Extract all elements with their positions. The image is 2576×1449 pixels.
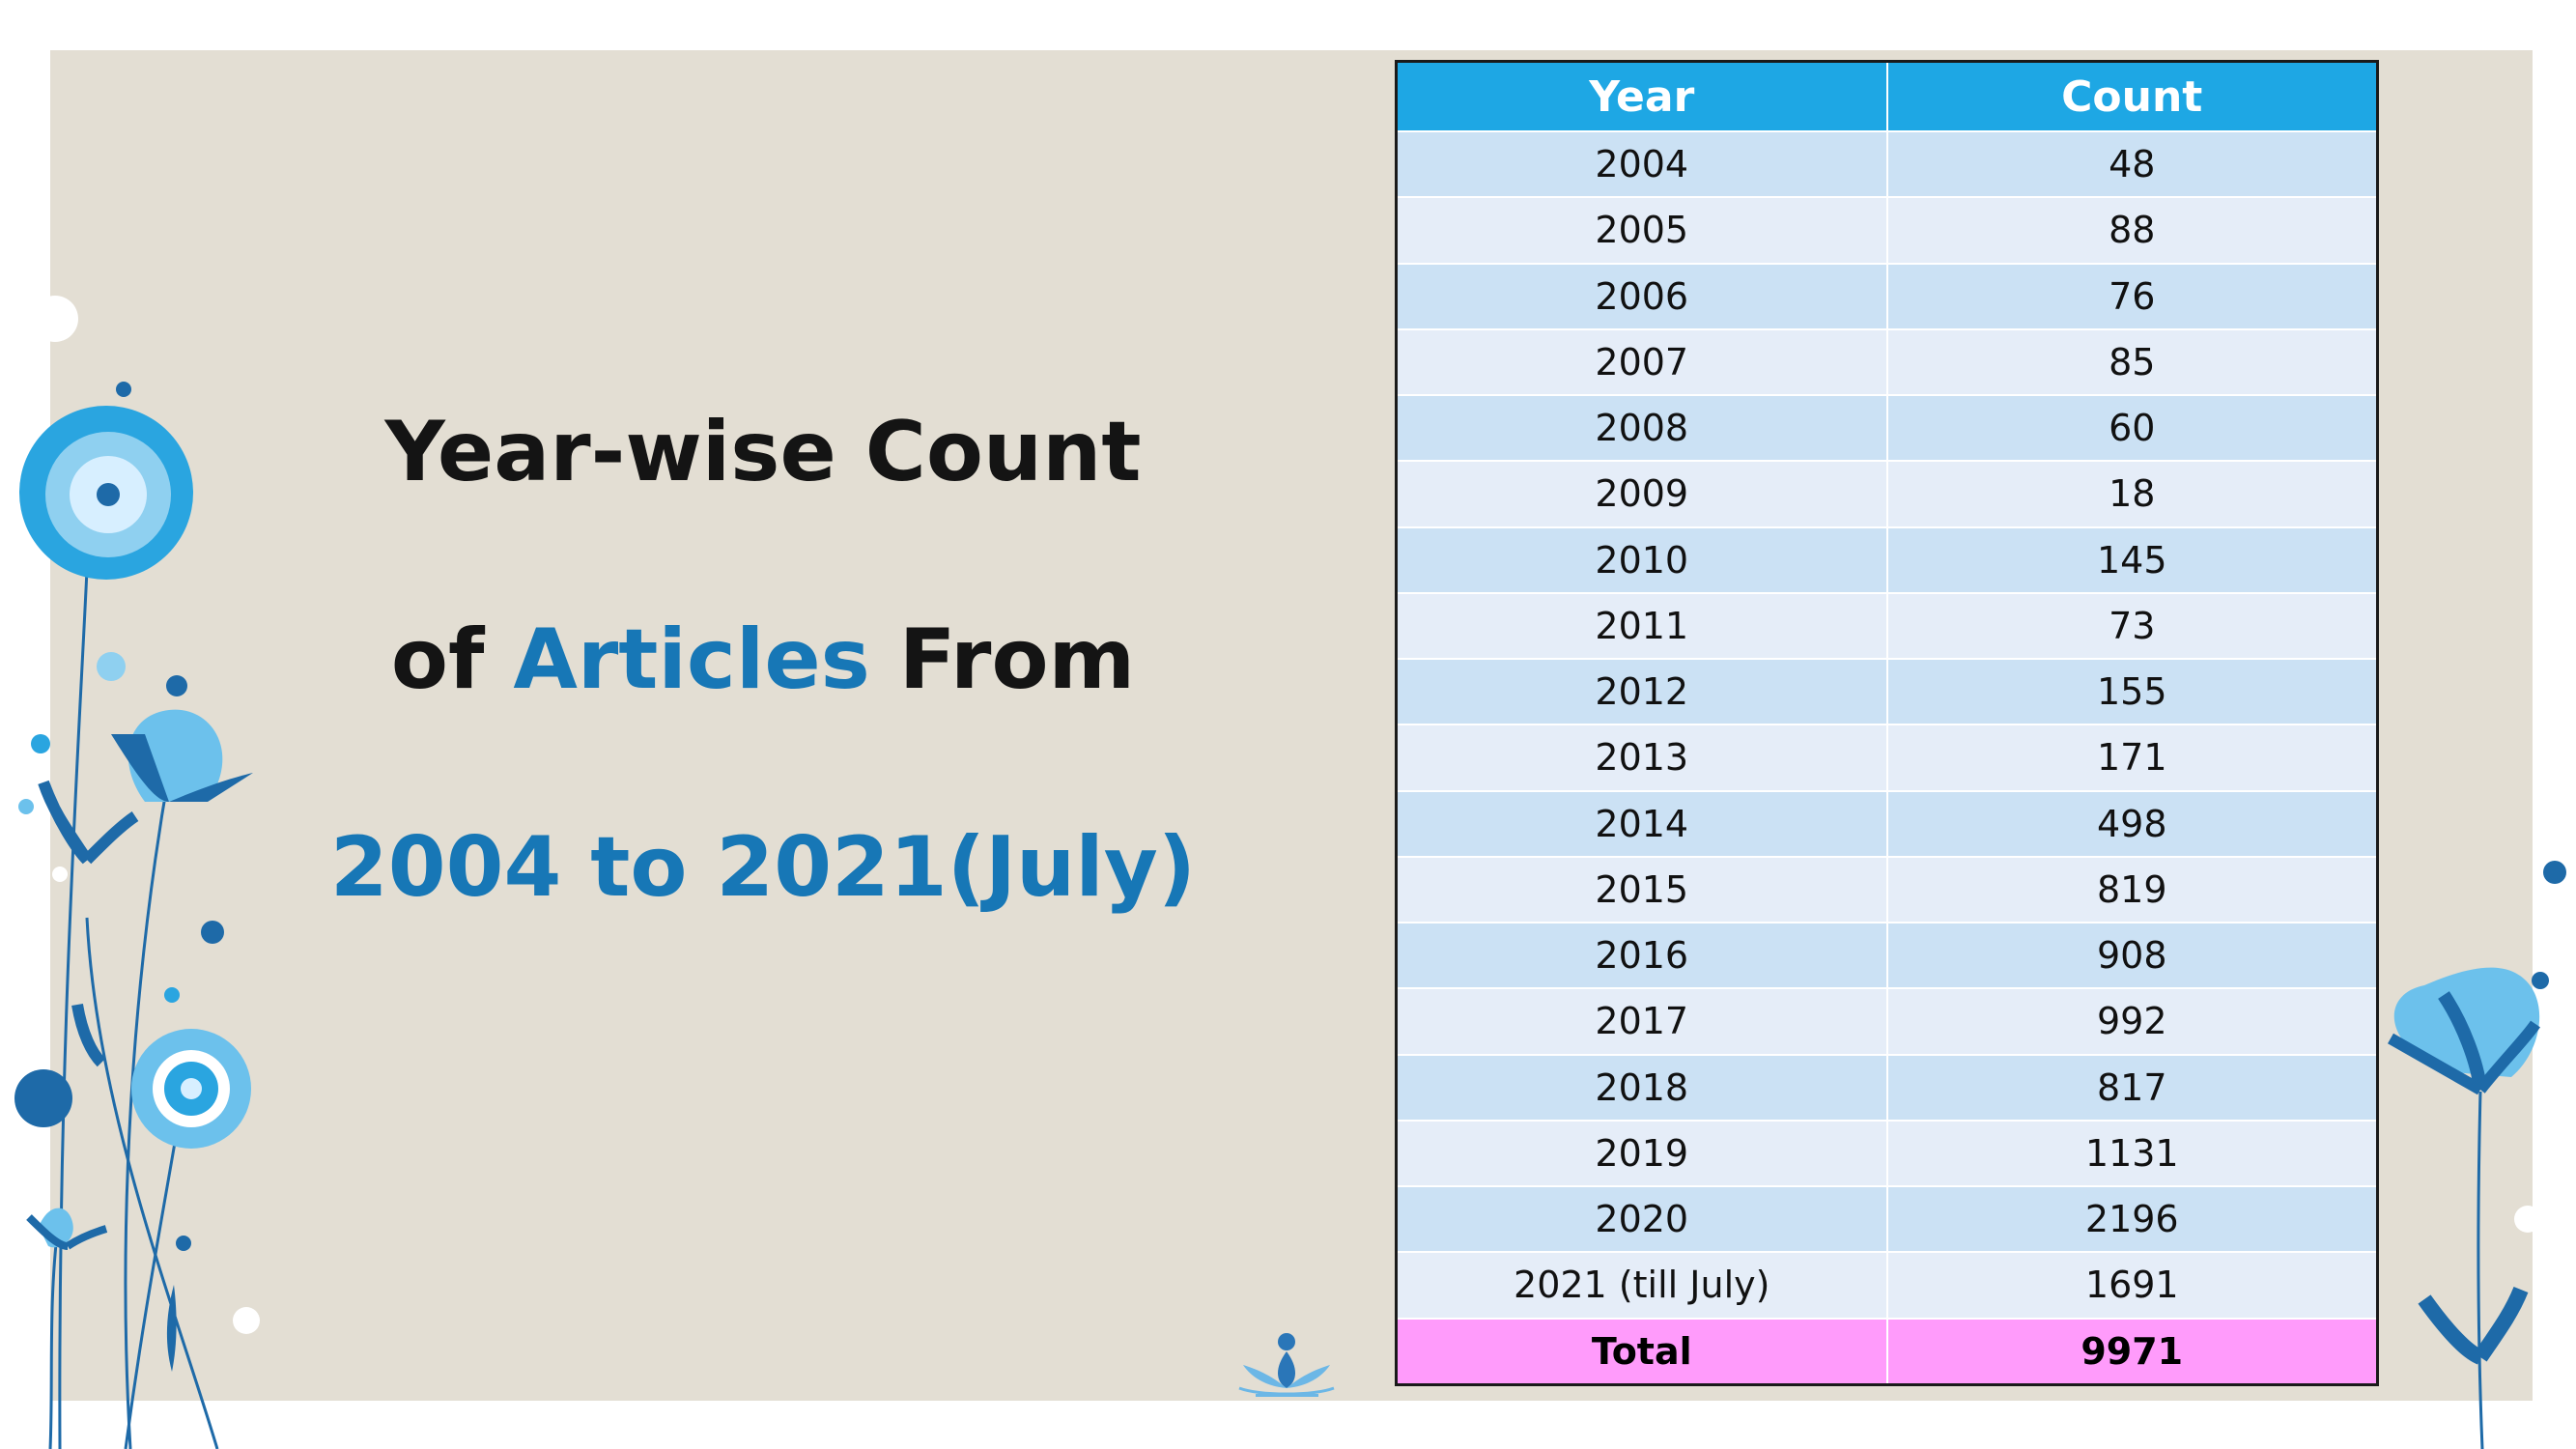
count-cell: 1131 [1885, 1119, 2378, 1186]
lotus-logo-icon [1238, 1333, 1335, 1397]
year-cell: 2019 [1396, 1119, 1887, 1186]
table-row: 2015 819 [1396, 855, 2378, 923]
table-row: 2018 817 [1396, 1053, 2378, 1121]
count-cell: 88 [1885, 196, 2378, 264]
year-cell: 2006 [1396, 262, 1887, 329]
year-cell: 2010 [1396, 526, 1887, 593]
count-cell: 498 [1885, 789, 2378, 857]
table-row: 2010 145 [1396, 526, 2378, 593]
count-cell: 2196 [1885, 1184, 2378, 1253]
total-count: 9971 [1885, 1317, 2378, 1385]
year-cell: 2012 [1396, 657, 1887, 725]
table-row: 2006 76 [1396, 262, 2378, 329]
table-row: 2009 18 [1396, 460, 2378, 527]
title-suffix: From [869, 611, 1136, 708]
count-cell: 992 [1885, 987, 2378, 1055]
count-cell: 85 [1885, 327, 2378, 395]
table-row: 2021 (till July) 1691 [1396, 1251, 2378, 1319]
slide-title-line-2: of Articles From [290, 618, 1236, 701]
slide-title-line-3: 2004 to 2021(July) [329, 819, 1197, 916]
year-cell: 2015 [1396, 855, 1887, 923]
table-row: 2017 992 [1396, 987, 2378, 1055]
table-header-row: Year Count [1396, 60, 2378, 131]
count-cell: 1691 [1885, 1251, 2378, 1319]
year-cell: 2004 [1396, 129, 1887, 198]
year-cell: 2011 [1396, 591, 1887, 659]
year-cell: 2013 [1396, 724, 1887, 791]
slide-title-line-1: Year-wise Count [384, 404, 1142, 500]
table-row: 2019 1131 [1396, 1119, 2378, 1186]
year-cell: 2017 [1396, 987, 1887, 1055]
year-column-header: Year [1396, 60, 1887, 131]
total-label: Total [1396, 1317, 1887, 1385]
table-row: 2014 498 [1396, 789, 2378, 857]
count-cell: 155 [1885, 657, 2378, 725]
table-row: 2016 908 [1396, 921, 2378, 989]
table-row: 2013 171 [1396, 724, 2378, 791]
count-cell: 73 [1885, 591, 2378, 659]
table-row: 2011 73 [1396, 591, 2378, 659]
count-cell: 48 [1885, 129, 2378, 198]
count-column-header: Count [1885, 60, 2378, 131]
year-cell: 2007 [1396, 327, 1887, 395]
table-row: 2012 155 [1396, 657, 2378, 725]
count-cell: 76 [1885, 262, 2378, 329]
count-cell: 819 [1885, 855, 2378, 923]
table-row: 2007 85 [1396, 327, 2378, 395]
year-cell: 2005 [1396, 196, 1887, 264]
table-row: 2008 60 [1396, 393, 2378, 462]
count-cell: 145 [1885, 526, 2378, 593]
year-cell: 2016 [1396, 921, 1887, 989]
table-row: 2005 88 [1396, 196, 2378, 264]
count-cell: 60 [1885, 393, 2378, 462]
count-cell: 908 [1885, 921, 2378, 989]
table-row: 2004 48 [1396, 129, 2378, 198]
title-prefix: of [390, 611, 514, 708]
year-count-table: Year Count 2004 48 2005 88 2006 76 2007 85 2… [1395, 60, 2379, 1386]
count-cell: 817 [1885, 1053, 2378, 1121]
year-cell: 2020 [1396, 1184, 1887, 1253]
year-cell: 2008 [1396, 393, 1887, 462]
table-row: 2020 2196 [1396, 1184, 2378, 1253]
year-cell: 2018 [1396, 1053, 1887, 1121]
year-cell: 2009 [1396, 460, 1887, 527]
title-highlight: Articles [513, 611, 870, 708]
year-cell: 2014 [1396, 789, 1887, 857]
year-cell: 2021 (till July) [1396, 1251, 1887, 1319]
count-cell: 171 [1885, 724, 2378, 791]
count-cell: 18 [1885, 460, 2378, 527]
total-row: Total 9971 [1396, 1317, 2378, 1385]
